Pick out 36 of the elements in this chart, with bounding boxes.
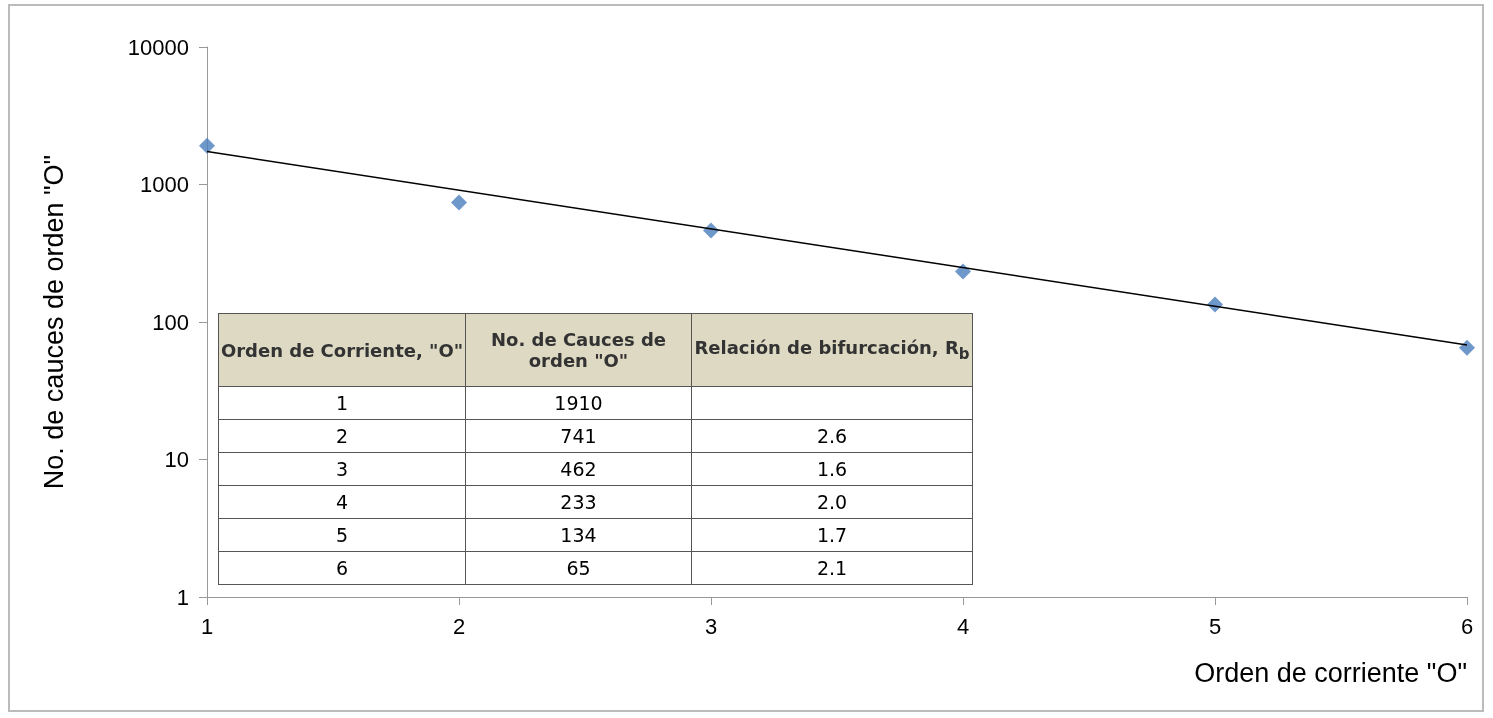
y-tick-label: 10000 [127, 34, 189, 60]
annotation: 134 [465, 518, 692, 552]
annotation: 1.6 [691, 452, 973, 486]
annotation: Orden de Corriente, "O" [218, 313, 466, 387]
x-tick-label: 3 [704, 613, 718, 639]
annotation: 1 [218, 386, 466, 420]
annotation: 2 [218, 419, 466, 453]
annotation: 1.7 [691, 518, 973, 552]
annotation: 1910 [465, 386, 692, 420]
y-axis-title: No. de cauces de orden "O" [38, 154, 69, 490]
annotation: 5 [218, 518, 466, 552]
x-tick-label: 6 [1460, 613, 1474, 639]
point [1459, 339, 1475, 356]
x-axis-title: Orden de corriente "O" [1194, 657, 1467, 688]
annotation: 4 [218, 485, 466, 519]
annotation: No. de Cauces de orden "O" [465, 313, 692, 387]
annotation: 462 [465, 452, 692, 486]
x-tick-label: 5 [1208, 613, 1222, 639]
y-tick-label: 10 [164, 447, 189, 472]
point [199, 137, 215, 154]
y-tick-label: 100 [152, 309, 189, 335]
x-tick-label: 1 [200, 613, 214, 639]
x-tick-label: 4 [956, 613, 970, 639]
point [451, 194, 467, 211]
annotation: 2.1 [691, 551, 973, 585]
annotation: 3 [218, 452, 466, 486]
x-tick-label: 2 [452, 613, 466, 639]
annotation: 65 [465, 551, 692, 585]
annotation: 233 [465, 485, 692, 519]
y-tick-label: 1 [176, 584, 189, 610]
annotation: 2.6 [691, 419, 973, 453]
annotation: 741 [465, 419, 692, 453]
annotation: 6 [218, 551, 466, 585]
y-tick-label: 1000 [140, 172, 189, 197]
annotation: Relación de bifurcación, R$_{b}$ [691, 313, 973, 387]
annotation: 2.0 [691, 485, 973, 519]
